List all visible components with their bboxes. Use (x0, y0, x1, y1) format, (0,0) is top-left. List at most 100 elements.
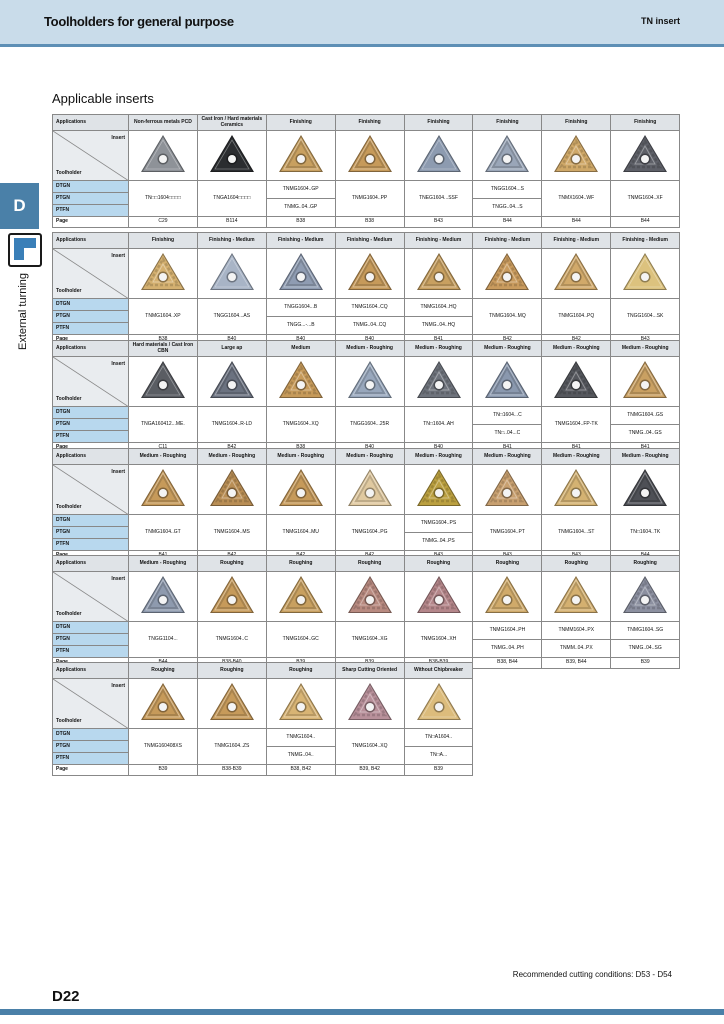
page-ref-link[interactable]: B38, B42 (265, 764, 336, 776)
holder-label: PTFN (52, 645, 129, 658)
insert-code-cell: TNMG1604..XF (610, 180, 681, 217)
insert-toolholder-header: Insert Toolholder (52, 678, 129, 729)
insert-table: Applications Medium - Roughing Medium - Ro… (52, 448, 681, 562)
insert-image (128, 464, 198, 515)
insert-label: Insert (111, 683, 125, 689)
application-cell: Sharp Cutting Oriented (334, 662, 405, 679)
page-ref-link[interactable]: B44 (610, 216, 681, 228)
page-label: Page (52, 216, 129, 228)
holder-label: DTGN (52, 728, 129, 741)
page-ref-link[interactable]: B39, B42 (334, 764, 405, 776)
insert-image (610, 464, 681, 515)
page-ref-link[interactable]: B43 (403, 216, 474, 228)
insert-code-cell: TNMG1604..R-LD (196, 406, 267, 443)
insert-code: TN□..04...C (473, 424, 541, 442)
applications-label: Applications (52, 340, 129, 357)
insert-toolholder-header: Insert Toolholder (52, 248, 129, 299)
application-cell: Medium - Roughing (610, 448, 681, 465)
application-cell: Roughing (472, 555, 543, 572)
insert-image (334, 464, 405, 515)
insert-image (265, 571, 336, 622)
insert-toolholder-header: Insert Toolholder (52, 356, 129, 407)
page-ref-link[interactable]: C29 (128, 216, 198, 228)
insert-code-cell: TNMG1604..PH TNMG..04..PH (472, 621, 543, 658)
insert-code-cell: TNMG1604..XG (334, 621, 405, 658)
insert-code-cell: TNMG1604..PS TNMG..04..PS (403, 514, 474, 551)
page-ref-link[interactable]: B39, B44 (541, 657, 612, 669)
insert-image (541, 130, 612, 181)
page-ref-link[interactable]: B38 (265, 216, 336, 228)
insert-code-cell: TN□A1604.. TN□A... (403, 728, 474, 765)
insert-code-cell: TNMG1604..PG (334, 514, 405, 551)
insert-image (403, 464, 474, 515)
application-cell: Hard materials / Cast Iron CBN (128, 340, 198, 357)
holder-label: PTGN (52, 310, 129, 323)
application-cell: Finishing (541, 114, 612, 131)
insert-code-cell: TNMG1604..GP TNMG..04..GP (265, 180, 336, 217)
insert-code-cell: TNMG1604..XQ (334, 728, 405, 765)
application-cell: Medium - Roughing (128, 448, 198, 465)
external-turning-icon (8, 233, 42, 267)
application-cell: Roughing (265, 555, 336, 572)
insert-code-cell: TNMG1604..ZS (196, 728, 267, 765)
insert-code-cell: TNMG160408XS (128, 728, 198, 765)
page-ref-link[interactable]: B44 (541, 216, 612, 228)
application-cell: Medium - Roughing (265, 448, 336, 465)
insert-code: TNMG..04..GS (611, 424, 679, 442)
toolholder-label: Toolholder (56, 395, 82, 402)
application-cell: Medium - Roughing (541, 448, 612, 465)
insert-code: TNMG..04..CQ (336, 316, 404, 334)
page-ref-link[interactable]: B38 (334, 216, 405, 228)
insert-image (128, 130, 198, 181)
application-cell: Finishing (334, 114, 405, 131)
application-cell: Roughing (265, 662, 336, 679)
insert-image (610, 356, 681, 407)
insert-image (265, 130, 336, 181)
application-cell: Medium - Roughing (541, 340, 612, 357)
insert-table: Applications Roughing Roughing Roughing Shar… (52, 662, 474, 776)
application-cell: Finishing - Medium (541, 232, 612, 249)
page-ref-link[interactable]: B38, B44 (472, 657, 543, 669)
application-cell: Roughing (196, 555, 267, 572)
insert-type-label: TN insert (640, 16, 680, 26)
chapter-tab[interactable]: D (0, 183, 39, 229)
page-title: Toolholders for general purpose (44, 14, 234, 29)
insert-image (472, 248, 543, 299)
insert-code: TNMM1604..PX (558, 626, 595, 633)
application-cell: Finishing (403, 114, 474, 131)
page-ref-link[interactable]: B114 (196, 216, 267, 228)
insert-image (472, 464, 543, 515)
insert-toolholder-header: Insert Toolholder (52, 130, 129, 181)
insert-code-cell: TNGG1604...AS (196, 298, 267, 335)
application-cell: Finishing - Medium (265, 232, 336, 249)
page-ref-link[interactable]: B38-B39 (196, 764, 267, 776)
insert-label: Insert (111, 253, 125, 259)
application-cell: Cast Iron / Hard materials Ceramics (196, 114, 267, 131)
insert-image (265, 464, 336, 515)
insert-code-cell: TN□1604..AH (403, 406, 474, 443)
insert-image (403, 248, 474, 299)
insert-image (334, 571, 405, 622)
holder-label: PTGN (52, 192, 129, 205)
insert-code-cell: TN□□1604□□□□ (128, 180, 198, 217)
insert-image (541, 248, 612, 299)
insert-image (265, 678, 336, 729)
insert-label: Insert (111, 361, 125, 367)
insert-image (196, 248, 267, 299)
page-ref-link[interactable]: B44 (472, 216, 543, 228)
insert-label: Insert (111, 469, 125, 475)
page-ref-link[interactable]: B39 (128, 764, 198, 776)
page-ref-link[interactable]: B39 (610, 657, 681, 669)
insert-code-cell: TNMG1604..CQ TNMG..04..CQ (334, 298, 405, 335)
holder-label: DTGN (52, 298, 129, 311)
insert-code-cell: TNMG1604..XP (128, 298, 198, 335)
insert-image (610, 248, 681, 299)
insert-label: Insert (111, 135, 125, 141)
application-cell: Roughing (128, 662, 198, 679)
insert-code-cell: TNGG1604...25R (334, 406, 405, 443)
page-ref-link[interactable]: B39 (403, 764, 474, 776)
application-cell: Finishing (265, 114, 336, 131)
application-cell: Finishing (472, 114, 543, 131)
holder-label: DTGN (52, 406, 129, 419)
holder-label: DTGN (52, 180, 129, 193)
